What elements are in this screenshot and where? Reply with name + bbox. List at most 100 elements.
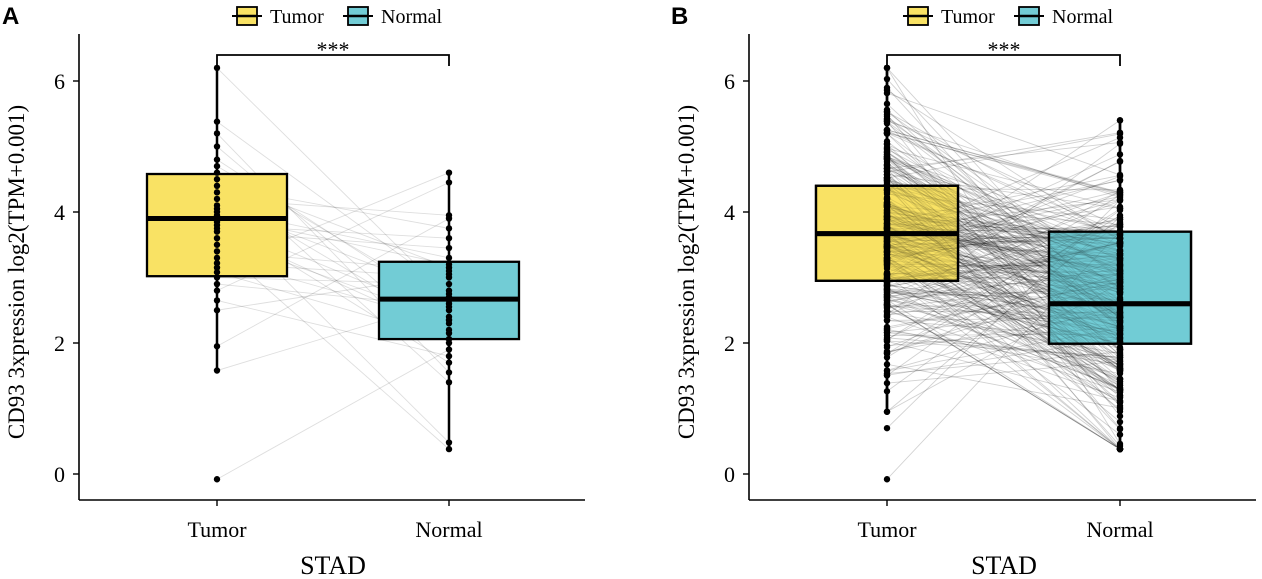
panel-b-point-tumor	[883, 350, 891, 357]
panel-b-point-normal	[1116, 380, 1124, 387]
panel-b-pair-line	[886, 234, 1121, 290]
panel-b-pair-line	[886, 179, 1121, 240]
panel-b-pair-line	[886, 252, 1121, 328]
panel-b-pair-line	[886, 164, 1121, 356]
panel-b-point-normal	[1116, 205, 1124, 213]
panel-b-point-tumor-outlier	[883, 476, 891, 483]
panel-b-pair-line	[886, 192, 1121, 273]
panel-b-point-normal	[1116, 248, 1124, 255]
panel-a-point-normal	[445, 326, 453, 334]
panel-b-point-normal	[1116, 352, 1124, 359]
panel-b-pair-line	[886, 256, 1121, 435]
panel-b-pair-line	[886, 231, 1121, 480]
panel-b-pair-line	[886, 305, 1121, 371]
panel-b-legend: Tumor Normal	[903, 6, 1114, 28]
panel-b-point-tumor	[883, 183, 891, 190]
panel-b-point-tumor	[883, 220, 891, 228]
panel-b-pair-line	[886, 311, 1121, 352]
panel-b-pair-line	[886, 122, 1121, 302]
panel-b-pair-line	[886, 137, 1121, 239]
panel-b-pair-line	[886, 174, 1121, 389]
panel-a-x-tick-label-tumor: Tumor	[187, 517, 247, 542]
panel-b-pair-line	[886, 189, 1121, 306]
panel-b-legend-tumor-label: Tumor	[941, 6, 995, 28]
panel-b-pair-line	[886, 273, 1121, 327]
panel-b-pair-line	[886, 328, 1121, 374]
panel-b-point-normal	[1116, 360, 1124, 368]
panel-a-point-tumor	[213, 274, 221, 281]
panel-b-pair-line	[886, 262, 1121, 391]
panel-a-point-tumor	[213, 235, 221, 242]
panel-b-pair-line	[886, 120, 1121, 278]
panel-a-point-tumor	[213, 367, 221, 374]
panel-b-pair-line	[886, 159, 1121, 343]
panel-b-point-tumor	[883, 274, 891, 282]
panel-b-significance-label: ***	[988, 37, 1021, 62]
panel-b-pair-line	[886, 316, 1121, 399]
panel-b-pair-line	[886, 242, 1121, 296]
panel-b-pair-line	[886, 184, 1121, 324]
panel-a-point-tumor	[213, 280, 221, 288]
panel-a: A Tumor Normal CD93 3xpression log2(TPM+…	[2, 3, 585, 579]
panel-b-point-tumor	[883, 100, 891, 108]
panel-a-point-normal	[445, 316, 453, 324]
panel-b-point-normal	[1116, 173, 1124, 180]
panel-b-y-axis-title: CD93 3xpression log2(TPM+0.001)	[674, 105, 699, 439]
panel-b-pair-line	[886, 153, 1121, 260]
panel-a-point-normal	[445, 379, 453, 386]
panel-b-pair-line	[886, 164, 1121, 314]
panel-b-point-tumor	[883, 75, 891, 83]
panel-b-pair-line	[886, 120, 1121, 417]
panel-b-pair-line	[886, 143, 1121, 315]
panel-b-pair-line	[886, 242, 1121, 288]
panel-b-pair-line	[886, 261, 1121, 327]
panel-b-pair-line	[886, 261, 1121, 366]
panel-b-pair-line	[886, 258, 1121, 348]
panel-b-pair-line	[886, 274, 1121, 350]
panel-b-pair-line	[886, 274, 1121, 281]
panel-b-pair-line	[886, 240, 1121, 342]
panel-b-point-tumor	[883, 249, 891, 256]
panel-b-pair-line	[886, 248, 1121, 396]
panel-b-pair-line	[886, 89, 1121, 242]
panel-b-point-normal	[1116, 286, 1124, 294]
panel-a-point-tumor	[213, 297, 221, 304]
panel-b-pair-line	[886, 206, 1121, 331]
panel-b-pair-line	[886, 196, 1121, 247]
panel-b-pair-line	[886, 202, 1121, 299]
panel-b-pair-line	[886, 171, 1121, 318]
panel-b-pair-line	[886, 189, 1121, 255]
panel-b-pair-line	[886, 233, 1121, 300]
panel-b-pair-line	[886, 171, 1121, 450]
panel-b-point-tumor	[883, 118, 891, 125]
panel-b-pair-line	[886, 337, 1121, 358]
panel-b-point-normal	[1116, 346, 1124, 353]
panel-b-pair-line	[886, 147, 1121, 322]
panel-a-y-tick-label: 4	[54, 200, 65, 225]
panel-b-pair-line	[886, 67, 1121, 445]
panel-a-pair-line	[216, 244, 450, 450]
panel-b-pair-line	[886, 297, 1121, 389]
panel-b-pair-line	[886, 129, 1121, 193]
panel-b-pair-line	[886, 223, 1121, 257]
panel-b-point-normal	[1116, 214, 1124, 221]
panel-b-pair-line	[886, 154, 1121, 429]
panel-b-pair-line	[886, 263, 1121, 268]
panel-b-pair-line	[886, 219, 1121, 260]
panel-b-point-normal	[1116, 314, 1124, 322]
panel-b-pair-line	[886, 217, 1121, 332]
panel-b-pair-line	[886, 279, 1121, 309]
panel-b-pair-line	[886, 243, 1121, 348]
panel-b-pair-line	[886, 299, 1121, 450]
panel-b-pair-line	[886, 154, 1121, 365]
panel-b-pair-line	[886, 253, 1121, 282]
panel-b-point-normal	[1116, 276, 1124, 284]
panel-b-pair-line	[886, 242, 1121, 299]
panel-b-pair-line	[886, 130, 1121, 240]
panel-a-point-tumor	[213, 130, 221, 137]
panel-b-pair-line	[886, 211, 1121, 372]
panel-b-point-normal	[1116, 228, 1124, 235]
panel-b-y-tick-label: 6	[724, 69, 735, 94]
panel-b-pair-line	[886, 199, 1121, 429]
panel-b-point-tumor	[883, 190, 891, 198]
